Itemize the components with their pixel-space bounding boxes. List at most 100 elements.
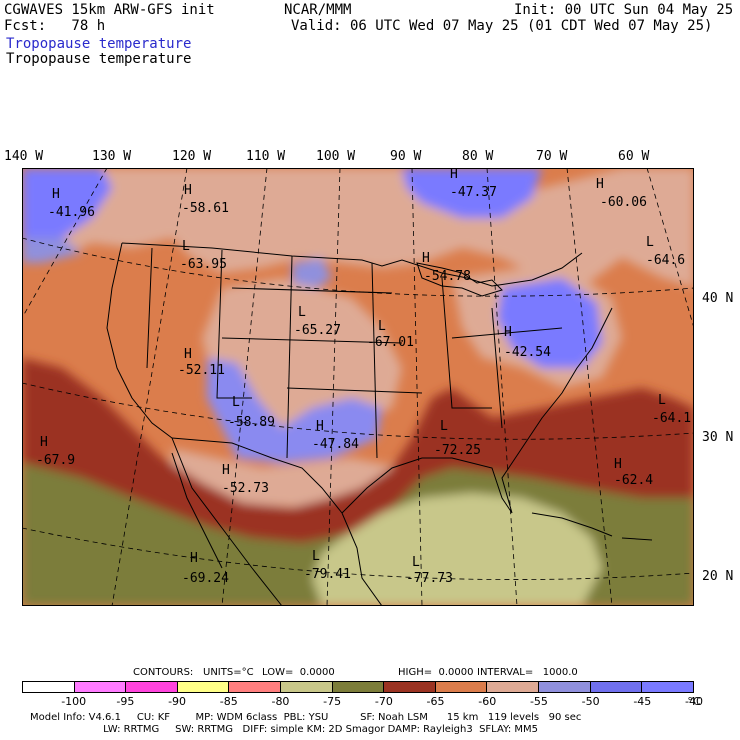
extremum-type: H (222, 463, 230, 478)
extremum-type: H (52, 187, 60, 202)
extremum-value: -64.6 (646, 253, 685, 268)
legend-swatch (435, 682, 488, 692)
legend-swatch (126, 682, 178, 692)
us-mexico-border (171, 437, 343, 514)
extremum-value: -47.84 (312, 437, 359, 452)
extremum-type: H (422, 251, 430, 266)
shade-pink-south (172, 448, 402, 508)
extremum-value: -52.73 (222, 481, 269, 496)
extremum-type: H (504, 325, 512, 340)
legend-tick: -65 (426, 695, 445, 708)
extremum-value: -79.41 (304, 567, 351, 582)
lon-label: 130 W (92, 149, 132, 164)
state-line-5 (221, 337, 403, 344)
extremum-value: -77.73 (406, 571, 453, 586)
lon-line-60w (646, 168, 694, 329)
extremum-type: H (450, 168, 458, 182)
hispaniola (621, 537, 653, 541)
lon-label: 140 W (4, 149, 44, 164)
legend-swatch (539, 682, 591, 692)
extremum-value: -52.11 (178, 363, 225, 378)
legend-tick: -50 (581, 695, 600, 708)
legend-tick: -40 (685, 695, 703, 708)
extremum-type: L (232, 395, 240, 410)
contours-label: CONTOURS: (133, 667, 194, 678)
shade-blue-n (402, 168, 542, 218)
us-west-coast (106, 242, 173, 439)
legend-swatch (642, 682, 693, 692)
legend-swatch (590, 682, 643, 692)
extremum-type: L (182, 239, 190, 254)
lon-line-70w (566, 168, 613, 606)
extremum-value: -62.4 (614, 473, 653, 488)
extremum-value: -67.01 (367, 335, 414, 350)
legend-tick: -70 (374, 695, 393, 708)
field-name-blue: Tropopause temperature (6, 36, 192, 52)
lon-line-80w (486, 168, 518, 606)
init-time: Init: 00 UTC Sun 04 May 25 (514, 2, 734, 18)
extremum-value: -58.89 (228, 415, 275, 430)
mexico-east-coast (341, 512, 383, 606)
lon-label: 60 W (618, 149, 650, 164)
shade-khaki (312, 493, 602, 606)
lon-label: 90 W (390, 149, 422, 164)
shade-blue-nw-edge (22, 238, 82, 263)
us-canada-border (121, 242, 583, 287)
state-line-9 (451, 327, 563, 339)
extremum-type: H (184, 183, 192, 198)
legend-unit: °C (687, 695, 701, 708)
extremum-value: -67.9 (36, 453, 75, 468)
state-line-2 (216, 249, 252, 399)
color-legend (22, 681, 694, 693)
legend-swatch (332, 682, 385, 692)
extremum-value: -60.06 (600, 195, 647, 210)
extremum-value: -72.25 (434, 443, 481, 458)
gulf-coast (341, 307, 613, 514)
legend-tick: -100 (61, 695, 87, 708)
lat-line-20n (22, 527, 694, 580)
legend-swatch (177, 682, 230, 692)
forecast-hour: Fcst: 78 h (4, 18, 106, 34)
legend-tick: -80 (271, 695, 290, 708)
shade-blue-ne (497, 278, 602, 368)
lon-line-110w (221, 168, 268, 606)
model-title: CGWAVES 15km ARW-GFS init (4, 2, 215, 18)
lon-label: 80 W (462, 149, 494, 164)
shade-blue-nw (22, 168, 112, 248)
legend-tick: -90 (168, 695, 187, 708)
legend-swatch (384, 682, 436, 692)
extremum-value: -47.37 (450, 185, 497, 200)
extremum-value: -42.54 (504, 345, 551, 360)
extremum-type: H (316, 419, 324, 434)
interval-label: INTERVAL= 1000.0 (477, 667, 578, 678)
lat-label: 30 N (702, 430, 734, 445)
legend-swatch (487, 682, 540, 692)
legend-tick: -45 (633, 695, 652, 708)
lon-line-120w (111, 168, 188, 606)
mexico-coast (171, 437, 283, 606)
extremum-type: L (440, 419, 448, 434)
extremum-type: H (184, 347, 192, 362)
lon-label: 110 W (246, 149, 286, 164)
lat-label: 20 N (702, 569, 734, 584)
extremum-type: L (646, 235, 654, 250)
legend-tick: -75 (323, 695, 342, 708)
legend-tick: -95 (116, 695, 135, 708)
extremum-type: L (378, 319, 386, 334)
state-line-10 (491, 307, 503, 429)
state-line-6 (286, 387, 423, 394)
legend-tick: -85 (219, 695, 238, 708)
state-line-1 (146, 247, 153, 369)
model-info-line1: Model Info: V4.6.1 CU: KF MP: WDM 6class… (30, 712, 582, 723)
state-line-7 (371, 262, 378, 459)
great-lakes (416, 262, 503, 297)
low-label: LOW= 0.0000 (262, 667, 335, 678)
shade-blue-c (292, 258, 332, 288)
center-label: NCAR/MMM (284, 2, 352, 18)
lon-line-100w (326, 168, 341, 606)
lon-label: 100 W (316, 149, 356, 164)
extremum-type: H (190, 551, 198, 566)
legend-swatch (281, 682, 333, 692)
extremum-type: L (312, 549, 320, 564)
extremum-value: -41.96 (48, 205, 95, 220)
